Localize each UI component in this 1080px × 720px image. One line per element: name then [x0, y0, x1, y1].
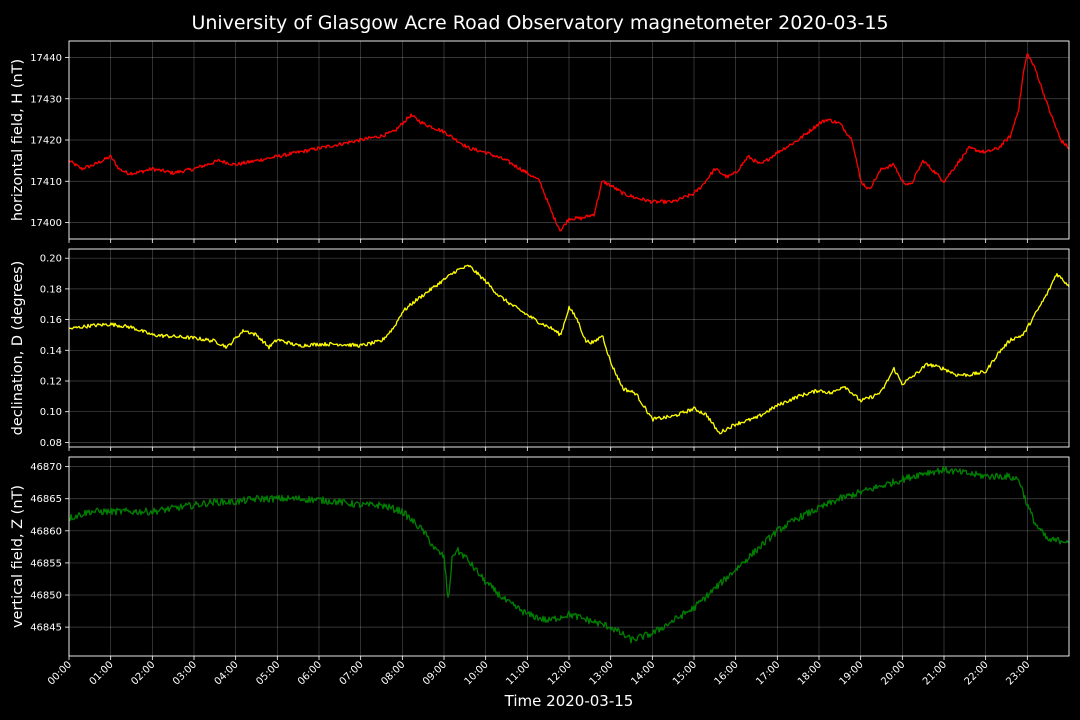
- x-tick-label: 08:00: [379, 659, 407, 687]
- panel-frame: [68, 40, 1070, 240]
- x-tick-label: 09:00: [421, 659, 449, 687]
- y-tick-label: 46860: [30, 526, 62, 537]
- x-tick-label: 11:00: [504, 659, 532, 687]
- x-tick-label: 13:00: [588, 659, 616, 687]
- y-axis-label-vertical: vertical field, Z (nT): [10, 485, 26, 628]
- y-tick-label: 17440: [30, 53, 62, 64]
- x-tick-label: 14:00: [629, 659, 657, 687]
- y-tick-label: 0.14: [40, 346, 62, 357]
- x-tick-label: 10:00: [463, 659, 491, 687]
- y-tick-label: 46850: [30, 591, 62, 602]
- y-tick-label: 17400: [30, 218, 62, 229]
- x-tick-label: 20:00: [879, 659, 907, 687]
- x-tick-label: 07:00: [338, 659, 366, 687]
- x-tick-label: 01:00: [88, 659, 116, 687]
- x-tick-label: 04:00: [213, 659, 241, 687]
- x-tick-label: 17:00: [754, 659, 782, 687]
- y-tick-label: 0.20: [40, 254, 62, 265]
- panel-horizontal: 17400 17410 17420 17430 17440 horizontal fiel…: [10, 40, 1070, 243]
- x-tick-label: 15:00: [671, 659, 699, 687]
- x-tick-label: 05:00: [254, 659, 282, 687]
- y-tick-label: 46845: [30, 623, 62, 634]
- panel-frame: [68, 456, 1070, 657]
- x-axis-label: Time 2020-03-15: [504, 692, 634, 710]
- series-line-Z: [68, 466, 1070, 644]
- x-axis-ticks: 00:00 01:00 02:00 03:00 04:00 05:00 06:00 07:00…: [46, 659, 1032, 687]
- series-line-H: [68, 53, 1070, 232]
- x-tick-label: 06:00: [296, 659, 324, 687]
- x-tick-label: 12:00: [546, 659, 574, 687]
- panel-vertical: 46845 46850 46855 46860 46865 46870 vertical f…: [10, 456, 1070, 660]
- x-tick-label: 22:00: [963, 659, 991, 687]
- panel-declination: 0.08 0.10 0.12 0.14 0.16 0.18 0.20 declination,…: [10, 248, 1070, 451]
- x-tick-label: 02:00: [129, 659, 157, 687]
- y-axis-label-declination: declination, D (degrees): [10, 261, 26, 436]
- chart-title: University of Glasgow Acre Road Observat…: [191, 12, 888, 34]
- panels-group: 17400 17410 17420 17430 17440 horizontal fiel…: [10, 40, 1070, 660]
- y-tick-label: 46865: [30, 494, 62, 505]
- y-tick-label: 0.10: [40, 407, 62, 418]
- series-line-D: [68, 264, 1070, 435]
- y-tick-label: 0.08: [40, 438, 62, 449]
- y-tick-label: 17430: [30, 94, 62, 105]
- x-tick-label: 16:00: [713, 659, 741, 687]
- y-tick-label: 46855: [30, 558, 62, 569]
- x-tick-label: 19:00: [838, 659, 866, 687]
- panel-frame: [68, 248, 1070, 448]
- y-axis-label-horizontal: horizontal field, H (nT): [10, 59, 26, 221]
- y-tick-label: 17420: [30, 136, 62, 147]
- y-tick-label: 0.12: [40, 377, 62, 388]
- x-tick-label: 21:00: [921, 659, 949, 687]
- x-tick-label: 03:00: [171, 659, 199, 687]
- y-tick-label: 17410: [30, 177, 62, 188]
- x-tick-label: 18:00: [796, 659, 824, 687]
- y-tick-label: 0.18: [40, 284, 62, 295]
- x-tick-label: 23:00: [1004, 659, 1032, 687]
- x-tick-label: 00:00: [46, 659, 74, 687]
- y-tick-label: 46870: [30, 462, 62, 473]
- y-tick-label: 0.16: [40, 315, 62, 326]
